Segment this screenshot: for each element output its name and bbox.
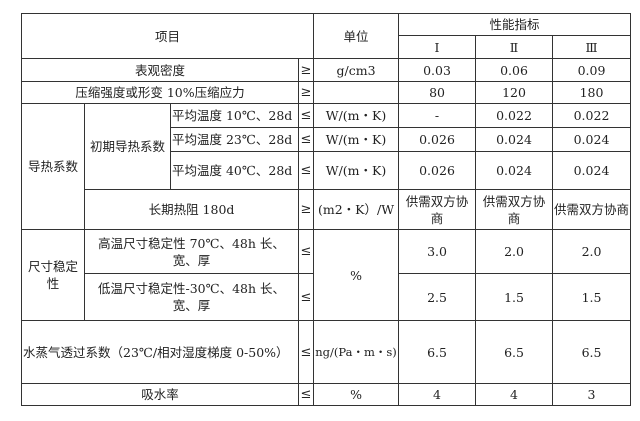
comparison-symbol: ≥ bbox=[297, 58, 315, 82]
group-label: 导热系数 bbox=[21, 103, 85, 230]
comparison-symbol: ≤ bbox=[297, 103, 315, 128]
table-row: 长期热阻 180d ≥ (m2・K）/W 供需双方协商 供需双方协商 供需双方协… bbox=[22, 189, 632, 230]
value-cell: - bbox=[398, 103, 477, 128]
value-cell: 1.5 bbox=[552, 273, 632, 321]
comparison-symbol: ≤ bbox=[297, 127, 315, 152]
row-label: 长期热阻 180d bbox=[84, 189, 299, 230]
table-row: 表观密度 ≥ g/cm3 0.03 0.06 0.09 bbox=[21, 58, 632, 82]
comparison-symbol: ≤ bbox=[297, 229, 315, 274]
value-cell: 供需双方协商 bbox=[398, 189, 477, 230]
comparison-symbol: ≥ bbox=[297, 81, 315, 104]
header-grade-1: Ⅰ bbox=[398, 35, 477, 59]
value-cell: 1.5 bbox=[475, 273, 554, 321]
row-label: 表观密度 bbox=[21, 58, 299, 82]
table-row: 平均温度 40℃、28d ≤ W/(m・K) 0.026 0.024 0.024 bbox=[22, 151, 632, 190]
row-label: 水蒸气透过系数（23℃/相对湿度梯度 0-50%） bbox=[21, 320, 299, 384]
value-cell: 0.024 bbox=[475, 151, 554, 190]
value-cell: 3.0 bbox=[398, 229, 477, 274]
row-label: 高温尺寸稳定性 70℃、48h 长、宽、厚 bbox=[84, 229, 299, 274]
value-cell: 0.026 bbox=[398, 151, 477, 190]
unit-cell: (m2・K）/W bbox=[313, 189, 400, 230]
table-row: 尺寸稳定性 高温尺寸稳定性 70℃、48h 长、宽、厚 ≤ % 3.0 2.0 … bbox=[21, 229, 632, 321]
header-performance: 性能指标 bbox=[398, 13, 632, 36]
value-cell: 0.024 bbox=[552, 127, 632, 152]
unit-cell: W/(m・K) bbox=[313, 127, 400, 152]
value-cell: 6.5 bbox=[552, 320, 632, 384]
subgroup-label: 初期导热系数 bbox=[84, 103, 171, 190]
unit-cell: W/(m・K) bbox=[313, 103, 400, 128]
value-cell: 0.09 bbox=[552, 58, 632, 82]
unit-cell: % bbox=[313, 383, 400, 406]
row-label: 吸水率 bbox=[21, 383, 299, 406]
group-label: 尺寸稳定性 bbox=[21, 229, 85, 321]
row-label: 低温尺寸稳定性-30℃、48h 长、宽、厚 bbox=[84, 273, 299, 321]
table-row: 压缩强度或形变 10%压缩应力 ≥ 80 120 180 bbox=[21, 81, 632, 104]
table-row: 低温尺寸稳定性-30℃、48h 长、宽、厚 ≤ 2.5 1.5 1.5 bbox=[22, 273, 632, 321]
table-row: 导热系数 初期导热系数 平均温度 10℃、28d ≤ W/(m・K) - 0.0… bbox=[21, 103, 632, 230]
header-item: 项目 bbox=[20, 13, 315, 59]
comparison-symbol: ≤ bbox=[297, 273, 315, 321]
value-cell: 0.026 bbox=[398, 127, 477, 152]
table-row: 水蒸气透过系数（23℃/相对湿度梯度 0-50%） ≤ ng/(Pa・m・s) … bbox=[21, 320, 632, 384]
comparison-symbol: ≤ bbox=[297, 151, 315, 190]
value-cell: 0.022 bbox=[552, 103, 632, 128]
unit-cell bbox=[313, 81, 400, 104]
row-label: 平均温度 23℃、28d bbox=[170, 127, 299, 152]
value-cell: 0.03 bbox=[398, 58, 477, 82]
value-cell: 4 bbox=[398, 383, 477, 406]
value-cell: 0.022 bbox=[475, 103, 554, 128]
unit-cell: % bbox=[313, 229, 400, 321]
unit-cell: g/cm3 bbox=[313, 58, 400, 82]
value-cell: 6.5 bbox=[475, 320, 554, 384]
unit-cell: ng/(Pa・m・s) bbox=[313, 320, 400, 384]
table-row: 平均温度 23℃、28d ≤ W/(m・K) 0.026 0.024 0.024 bbox=[22, 127, 632, 152]
value-cell: 4 bbox=[475, 383, 554, 406]
value-cell: 供需双方协商 bbox=[552, 189, 632, 230]
value-cell: 6.5 bbox=[398, 320, 477, 384]
value-cell: 0.024 bbox=[475, 127, 554, 152]
row-label: 平均温度 10℃、28d bbox=[170, 103, 299, 128]
value-cell: 0.06 bbox=[475, 58, 554, 82]
comparison-symbol: ≥ bbox=[297, 189, 315, 230]
comparison-symbol: ≤ bbox=[297, 383, 315, 406]
value-cell: 供需双方协商 bbox=[475, 189, 554, 230]
row-label: 压缩强度或形变 10%压缩应力 bbox=[21, 81, 299, 104]
value-cell: 80 bbox=[398, 81, 477, 104]
comparison-symbol: ≤ bbox=[297, 320, 315, 384]
value-cell: 2.0 bbox=[552, 229, 632, 274]
value-cell: 120 bbox=[475, 81, 554, 104]
header-grade-2: Ⅱ bbox=[475, 35, 554, 59]
unit-cell: W/(m・K) bbox=[313, 151, 400, 190]
performance-table: 项目 单位 性能指标 Ⅰ Ⅱ Ⅲ 表观密度 ≥ g/cm3 0.03 0.06 … bbox=[20, 13, 632, 406]
value-cell: 180 bbox=[552, 81, 632, 104]
value-cell: 2.5 bbox=[398, 273, 477, 321]
row-label: 平均温度 40℃、28d bbox=[170, 151, 299, 190]
value-cell: 0.024 bbox=[552, 151, 632, 190]
value-cell: 2.0 bbox=[475, 229, 554, 274]
value-cell: 3 bbox=[552, 383, 632, 406]
header-unit: 单位 bbox=[313, 13, 400, 59]
header-grade-3: Ⅲ bbox=[552, 35, 632, 59]
table-row: 吸水率 ≤ % 4 4 3 bbox=[21, 383, 632, 406]
